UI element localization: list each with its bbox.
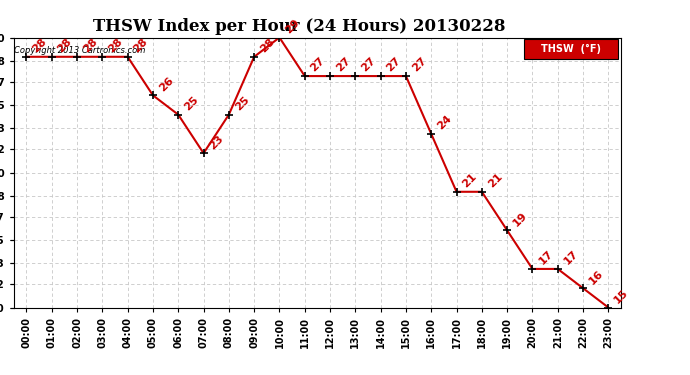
Text: 27: 27 [410, 56, 428, 74]
Text: THSW  (°F): THSW (°F) [541, 44, 601, 54]
Text: 17: 17 [562, 249, 580, 267]
Text: 27: 27 [385, 56, 403, 74]
Text: 21: 21 [461, 172, 479, 190]
FancyBboxPatch shape [524, 39, 618, 59]
Title: THSW Index per Hour (24 Hours) 20130228: THSW Index per Hour (24 Hours) 20130228 [93, 18, 506, 34]
Text: 19: 19 [511, 210, 529, 228]
Text: 25: 25 [233, 94, 251, 112]
Text: 28: 28 [258, 37, 277, 55]
Text: 25: 25 [182, 94, 200, 112]
Text: 24: 24 [435, 114, 453, 132]
Text: 26: 26 [157, 75, 175, 93]
Text: 21: 21 [486, 172, 504, 190]
Text: 15: 15 [613, 287, 631, 305]
Text: 28: 28 [56, 37, 74, 55]
Text: 27: 27 [309, 56, 327, 74]
Text: 28: 28 [106, 37, 125, 55]
Text: 28: 28 [132, 37, 150, 55]
Text: 17: 17 [537, 249, 555, 267]
Text: Copyright 2013 Cartronics.com: Copyright 2013 Cartronics.com [14, 46, 146, 55]
Text: 28: 28 [30, 37, 49, 55]
Text: 23: 23 [208, 133, 226, 151]
Text: 27: 27 [334, 56, 353, 74]
Text: 29: 29 [284, 17, 302, 35]
Text: 28: 28 [81, 37, 99, 55]
Text: 27: 27 [359, 56, 377, 74]
Text: 16: 16 [587, 268, 605, 286]
